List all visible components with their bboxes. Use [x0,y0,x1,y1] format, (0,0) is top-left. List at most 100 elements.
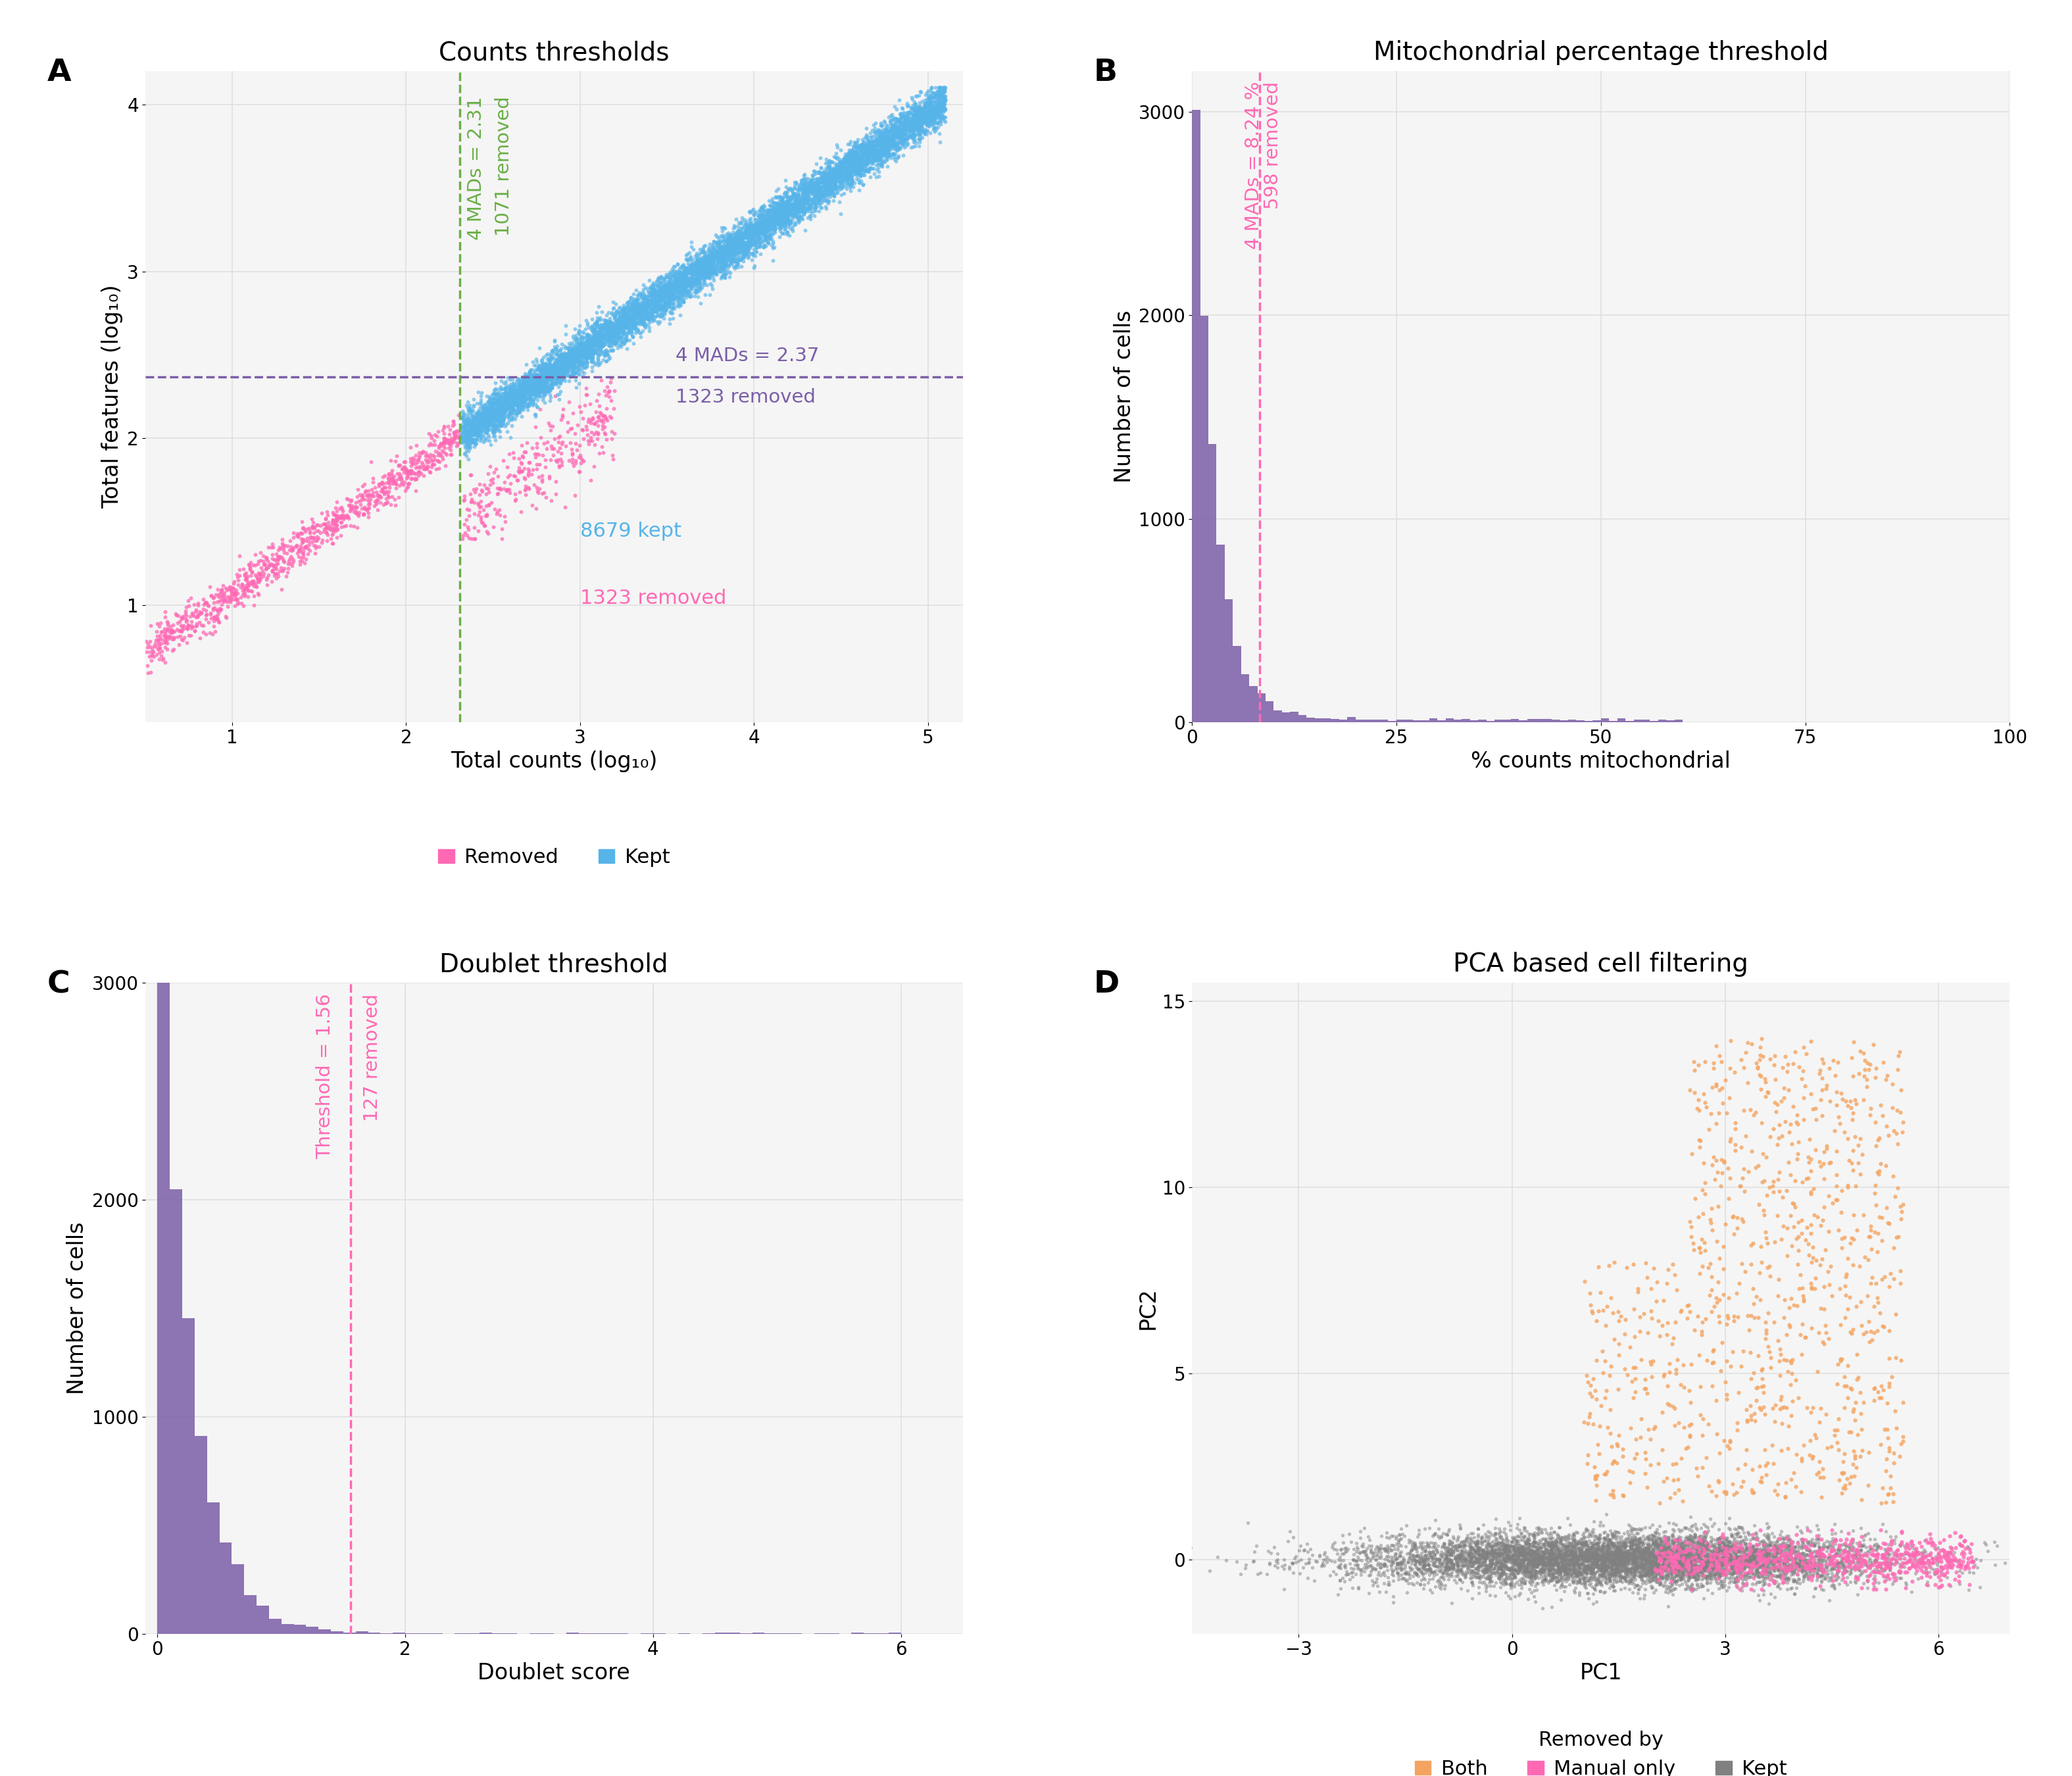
Kept [1461,1543,1494,1572]
Kept [1510,1552,1544,1581]
Kept [1484,1538,1517,1566]
Kept [1774,1556,1807,1584]
Kept [796,174,829,202]
Kept [835,144,868,172]
Kept [489,368,522,396]
Kept [1291,1549,1324,1577]
Kept [1875,1549,1908,1577]
Kept [694,254,727,282]
Kept [454,416,487,444]
Kept [1548,1531,1581,1559]
Kept [497,389,530,417]
Kept [711,227,744,256]
Kept [663,265,696,293]
Kept [1705,1570,1738,1598]
Kept [1573,1538,1606,1566]
Kept [1589,1568,1622,1597]
Kept [462,408,495,437]
Kept [1490,1552,1523,1581]
Kept [675,268,709,297]
Kept [605,302,638,330]
Both [1589,1460,1622,1488]
Removed [537,412,570,440]
Kept [593,298,626,327]
Kept [671,265,704,293]
Both [1639,1288,1672,1316]
Kept [537,355,570,384]
Kept [1852,1536,1886,1565]
Kept [1631,1561,1664,1590]
Kept [818,158,852,186]
Kept [1693,1556,1726,1584]
Kept [1612,1510,1645,1538]
Kept [1502,1549,1535,1577]
Kept [495,391,528,419]
Removed [238,561,271,590]
Kept [752,204,785,233]
Kept [841,142,874,170]
Removed [253,551,286,579]
Manual only [1807,1554,1840,1582]
Removed [317,499,350,527]
Kept [617,298,651,327]
Kept [1359,1545,1392,1574]
Kept [1573,1545,1606,1574]
Kept [1691,1534,1724,1563]
Both [1745,1396,1778,1424]
Kept [738,213,771,242]
Kept [1693,1545,1726,1574]
Kept [744,213,777,242]
Kept [1618,1549,1651,1577]
Kept [1521,1552,1554,1581]
Removed [383,451,416,480]
Kept [1407,1570,1440,1598]
Removed [257,556,290,584]
Kept [1517,1561,1550,1590]
Manual only [1803,1540,1836,1568]
Kept [1782,1543,1815,1572]
Kept [895,110,928,139]
Kept [559,334,593,362]
Kept [850,114,883,142]
Kept [1687,1552,1720,1581]
Kept [874,126,908,155]
Kept [1595,1545,1629,1574]
Kept [1639,1543,1672,1572]
Kept [634,289,667,318]
Manual only [1676,1543,1709,1572]
Manual only [1639,1538,1672,1566]
Kept [1761,1572,1794,1600]
Kept [1767,1550,1801,1579]
Kept [1564,1536,1598,1565]
Kept [1740,1542,1774,1570]
Removed [257,545,290,574]
Kept [1486,1526,1519,1554]
Kept [609,320,642,348]
Kept [1709,1545,1743,1574]
Removed [383,464,416,492]
Kept [1471,1540,1504,1568]
Kept [506,375,539,403]
Both [1886,1389,1919,1417]
Kept [1394,1536,1428,1565]
Both [1703,1076,1736,1105]
Kept [1649,1534,1682,1563]
Kept [883,133,916,162]
Kept [570,305,603,334]
Kept [1415,1558,1448,1586]
Kept [1581,1534,1614,1563]
Kept [620,313,653,341]
Kept [1743,1542,1776,1570]
Kept [578,325,611,353]
Kept [1819,1540,1852,1568]
Kept [781,194,814,222]
Kept [804,172,837,201]
Both [1606,1435,1639,1463]
Kept [1260,1547,1293,1575]
Kept [1691,1550,1724,1579]
Removed [242,559,276,588]
Kept [1504,1526,1537,1554]
Kept [721,224,754,252]
Kept [688,252,721,281]
Kept [872,137,905,165]
